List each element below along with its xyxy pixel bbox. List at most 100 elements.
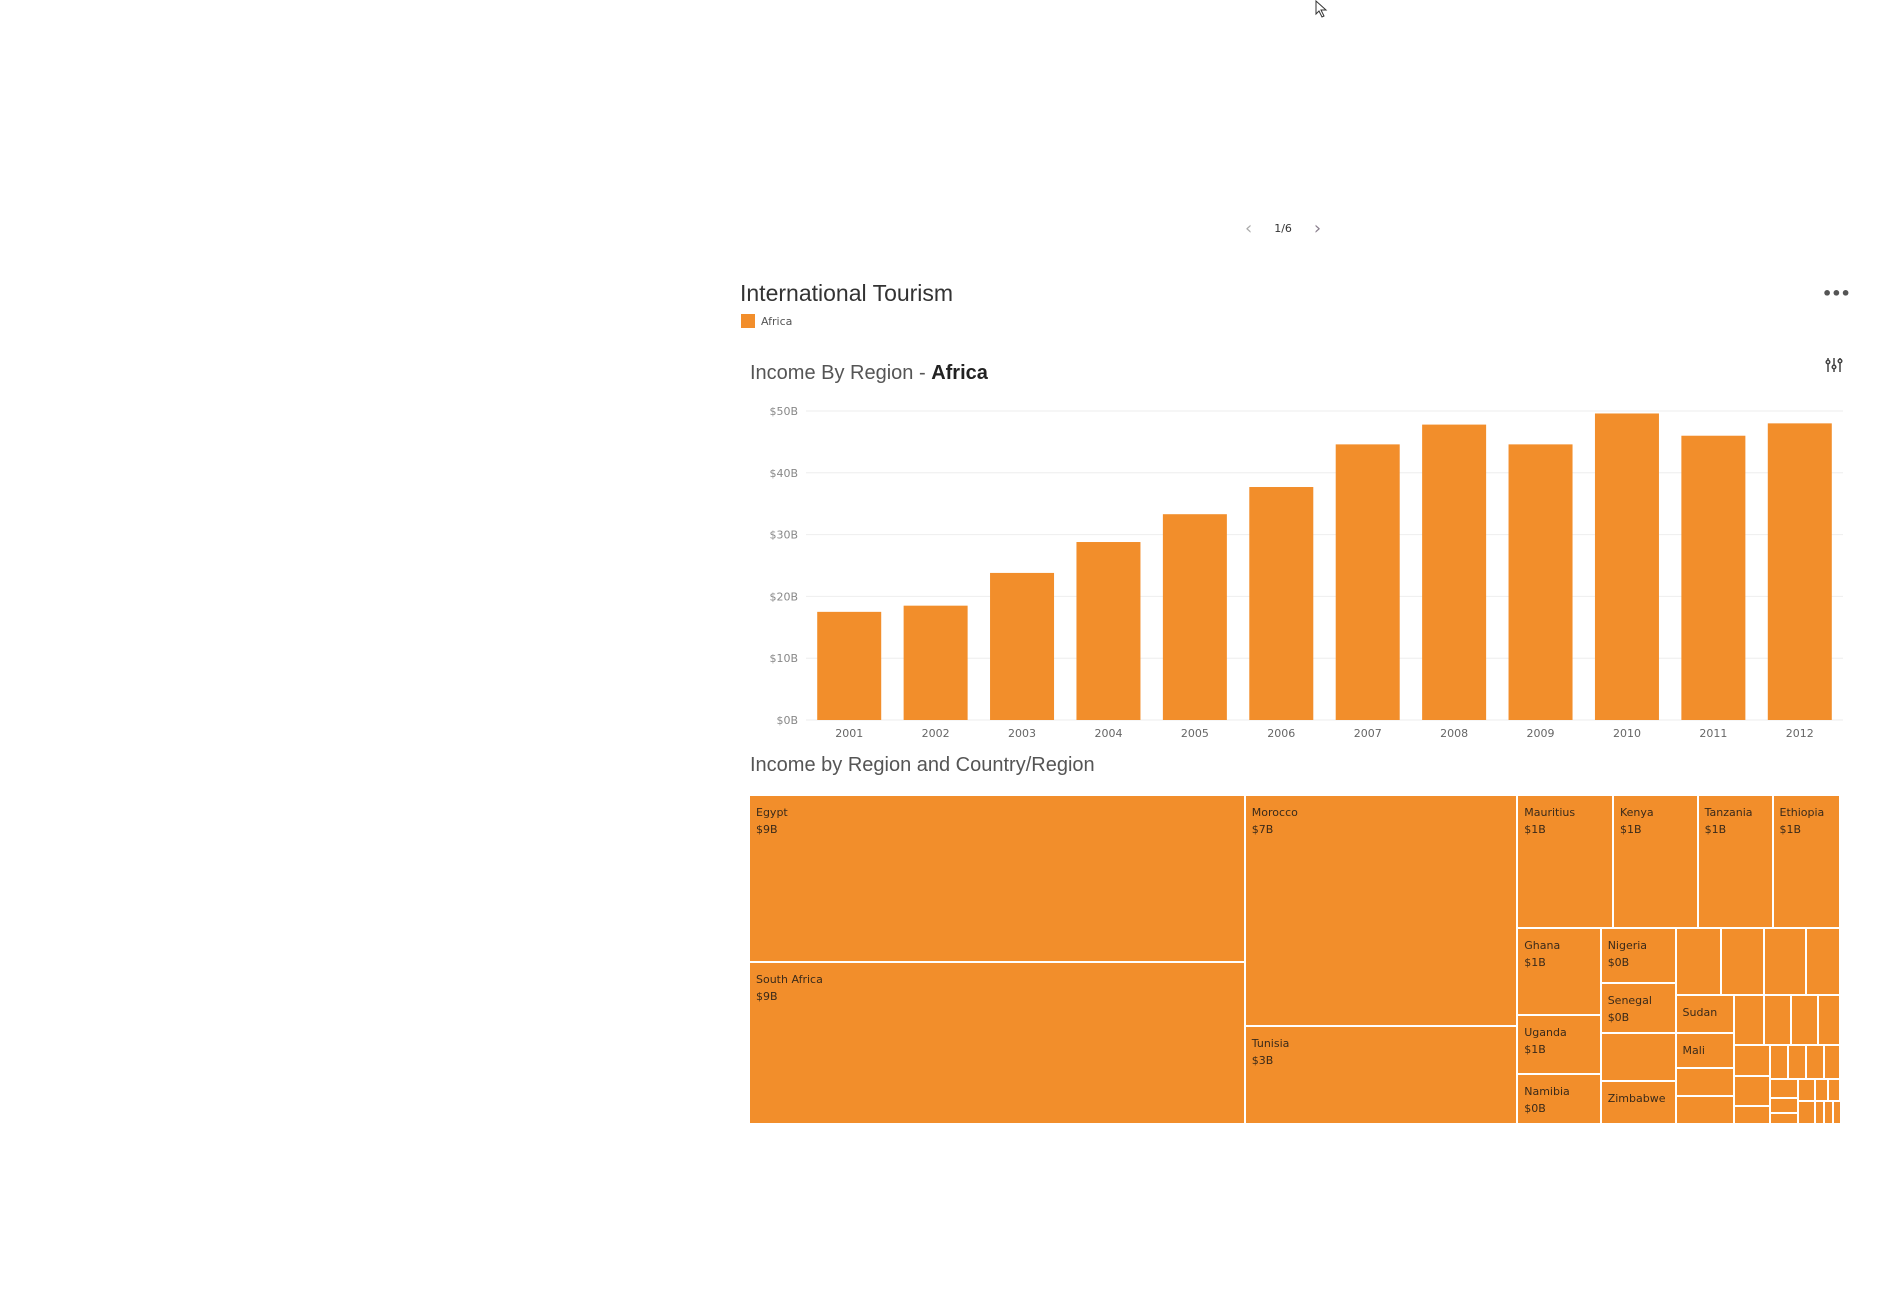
tile-value: $0B (1607, 955, 1630, 969)
treemap-tile-small[interactable] (1805, 1045, 1825, 1079)
treemap-tile-small[interactable] (1675, 1095, 1735, 1124)
treemap-tile-small[interactable] (1815, 1078, 1828, 1101)
x-tick-label: 2010 (1613, 727, 1641, 740)
treemap-tile-small[interactable] (1770, 1112, 1799, 1124)
treemap-tile-sudan[interactable]: Sudan (1675, 995, 1735, 1034)
x-tick-label: 2004 (1094, 727, 1122, 740)
tile-value: $3B (1251, 1053, 1274, 1067)
previous-page-button[interactable]: ‹ (1245, 218, 1253, 239)
treemap-tile-tunisia[interactable]: Tunisia $3B (1244, 1025, 1518, 1124)
tile-value: $1B (1524, 955, 1546, 969)
tile-value: $0B (1607, 1010, 1630, 1024)
x-tick-label: 2011 (1699, 727, 1727, 740)
tile-value: $9B (756, 823, 778, 836)
y-tick-label: $40B (769, 467, 798, 480)
treemap-tile-zimbabwe[interactable]: Zimbabwe (1600, 1081, 1676, 1124)
filter-controls-icon[interactable] (1825, 356, 1843, 374)
treemap-tile-small[interactable] (1798, 1100, 1816, 1124)
bar-2012[interactable] (1767, 423, 1832, 720)
tile-name: Mali (1682, 1044, 1705, 1058)
tile-value: $7B (1251, 823, 1274, 836)
bar-2004[interactable] (1076, 542, 1141, 720)
treemap-title: Income by Region and Country/Region (750, 754, 1095, 776)
treemap-tile-tanzania[interactable]: Tanzania $1B (1697, 795, 1773, 928)
treemap-tile-small[interactable] (1763, 927, 1806, 996)
treemap-tile-small[interactable] (1763, 995, 1791, 1046)
tile-name: Egypt (756, 806, 788, 819)
legend-swatch (741, 314, 755, 328)
treemap-tile-small[interactable] (1815, 1100, 1825, 1124)
tile-name: Mauritius (1524, 806, 1576, 819)
treemap-tile-small[interactable] (1788, 1045, 1806, 1079)
treemap-tile-small[interactable] (1720, 927, 1764, 996)
more-options-button[interactable]: ••• (1822, 284, 1851, 303)
treemap-tile-small[interactable] (1770, 1078, 1799, 1099)
treemap-tile-small[interactable] (1734, 1045, 1771, 1077)
x-tick-label: 2006 (1267, 727, 1295, 740)
treemap-tile-small[interactable] (1675, 927, 1721, 996)
bar-2009[interactable] (1508, 444, 1573, 720)
tile-name: Tunisia (1251, 1036, 1290, 1050)
treemap-tile-uganda[interactable]: Uganda $1B (1517, 1014, 1601, 1074)
treemap-tile-mali[interactable]: Mali (1675, 1033, 1735, 1068)
treemap-tile-small[interactable] (1832, 1100, 1841, 1124)
bar-2003[interactable] (990, 572, 1055, 720)
treemap-tile-south-africa[interactable]: South Africa $9B (749, 961, 1245, 1124)
treemap-tile-nigeria[interactable]: Nigeria $0B (1600, 927, 1676, 983)
treemap-tile-small[interactable] (1770, 1045, 1789, 1079)
tile-value: $1B (1524, 823, 1546, 836)
tile-value: $0B (1524, 1101, 1546, 1115)
treemap-tile-small[interactable] (1790, 995, 1818, 1046)
treemap-tile-namibia[interactable]: Namibia $0B (1517, 1073, 1601, 1124)
treemap-tile-morocco[interactable]: Morocco $7B (1244, 795, 1518, 1026)
bar-2001[interactable] (817, 611, 882, 720)
treemap-tile-small[interactable] (1770, 1098, 1799, 1113)
y-tick-label: $10B (769, 652, 798, 665)
treemap-tile-small[interactable] (1675, 1067, 1735, 1096)
treemap-tile-small[interactable] (1734, 1076, 1771, 1106)
treemap-tile-small[interactable] (1600, 1033, 1676, 1082)
treemap-tile-small[interactable] (1734, 1105, 1771, 1124)
bar-2011[interactable] (1681, 435, 1746, 720)
y-tick-label: $0B (776, 714, 798, 727)
treemap-tile-small[interactable] (1734, 995, 1764, 1046)
treemap-tile-small[interactable] (1827, 1078, 1840, 1101)
x-tick-label: 2012 (1786, 727, 1814, 740)
bar-chart-title-region: Africa (931, 362, 988, 384)
treemap-tile-small[interactable] (1824, 1100, 1833, 1124)
treemap-tile-egypt[interactable]: Egypt $9B (749, 795, 1245, 962)
next-page-button[interactable]: › (1313, 218, 1322, 239)
bar-2006[interactable] (1249, 487, 1314, 720)
income-treemap: Egypt $9B South Africa $9B Morocco $7B Tunisia… (749, 795, 1841, 1124)
legend[interactable]: Africa (741, 314, 792, 328)
page-indicator: 1/6 (1274, 222, 1292, 235)
tile-value: $1B (1779, 823, 1802, 836)
tile-value: $1B (1704, 823, 1727, 836)
bar-2008[interactable] (1422, 424, 1487, 720)
tile-name: Namibia (1524, 1084, 1570, 1098)
treemap-tile-ethiopia[interactable]: Ethiopia $1B (1772, 795, 1840, 928)
treemap-tile-senegal[interactable]: Senegal $0B (1600, 982, 1676, 1034)
treemap-tile-small[interactable] (1805, 927, 1840, 996)
bar-2010[interactable] (1594, 413, 1659, 720)
bar-2007[interactable] (1335, 444, 1400, 720)
treemap-tile-kenya[interactable]: Kenya $1B (1612, 795, 1698, 928)
tile-name: Ethiopia (1779, 806, 1825, 819)
tile-name: Morocco (1251, 806, 1298, 819)
treemap-tile-small[interactable] (1798, 1078, 1816, 1101)
x-tick-label: 2005 (1181, 727, 1209, 740)
pager: ‹ 1/6 › (1245, 218, 1321, 239)
income-bar-chart: $0B $10B $20B $30B $40B $50B 2001 2002 2003 2004 2… (769, 405, 1843, 740)
bar-2002[interactable] (903, 605, 968, 720)
treemap-tile-mauritius[interactable]: Mauritius $1B (1517, 795, 1613, 928)
tile-name: Zimbabwe (1607, 1092, 1666, 1106)
tile-name: Ghana (1524, 938, 1561, 952)
treemap-tile-small[interactable] (1824, 1045, 1840, 1079)
x-tick-label: 2009 (1527, 727, 1555, 740)
x-tick-label: 2001 (835, 727, 863, 740)
bar-2005[interactable] (1162, 514, 1227, 720)
tile-value: $1B (1619, 823, 1642, 836)
legend-label: Africa (761, 314, 793, 328)
treemap-tile-ghana[interactable]: Ghana $1B (1517, 927, 1601, 1015)
treemap-tile-small[interactable] (1817, 995, 1840, 1046)
